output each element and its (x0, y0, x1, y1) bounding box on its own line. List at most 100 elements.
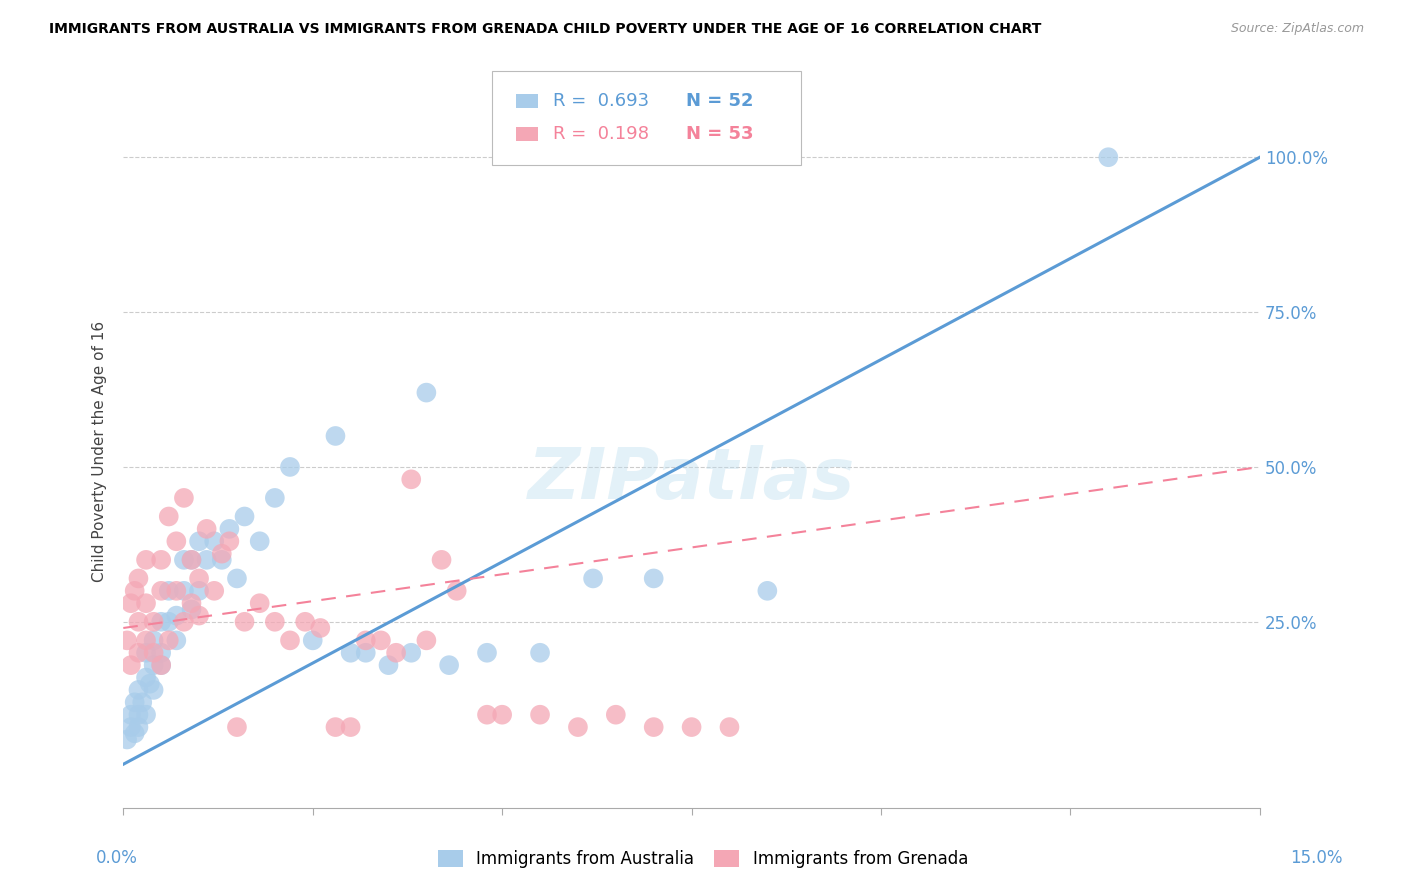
Point (165, 534, 187, 549)
Point (165, 608, 187, 623)
Point (339, 720, 361, 734)
Point (294, 615, 316, 629)
Point (195, 553, 218, 567)
Point (135, 646, 157, 660)
Point (437, 658, 460, 673)
Point (173, 553, 195, 567)
Point (142, 646, 165, 660)
Point (180, 553, 202, 567)
Point (339, 646, 361, 660)
Point (370, 633, 392, 648)
Point (226, 571, 249, 585)
Point (377, 658, 399, 673)
Point (135, 707, 157, 722)
Point (218, 534, 240, 549)
Point (157, 615, 180, 629)
Point (142, 633, 165, 648)
Point (681, 720, 703, 734)
Text: Source: ZipAtlas.com: Source: ZipAtlas.com (1230, 22, 1364, 36)
Point (309, 621, 332, 635)
Text: N = 52: N = 52 (686, 92, 754, 110)
Point (278, 633, 301, 648)
Point (430, 553, 453, 567)
Point (131, 695, 153, 709)
Point (202, 534, 225, 549)
Point (135, 633, 157, 648)
Text: R =  0.693: R = 0.693 (553, 92, 648, 110)
Point (249, 596, 271, 610)
Point (142, 658, 165, 673)
Point (354, 646, 377, 660)
Point (475, 707, 498, 722)
Point (127, 707, 149, 722)
Point (188, 571, 211, 585)
Point (188, 534, 211, 549)
Point (124, 695, 146, 709)
Point (643, 571, 665, 585)
Point (529, 707, 551, 722)
Point (124, 583, 146, 598)
Point (120, 720, 142, 734)
Text: IMMIGRANTS FROM AUSTRALIA VS IMMIGRANTS FROM GRENADA CHILD POVERTY UNDER THE AGE: IMMIGRANTS FROM AUSTRALIA VS IMMIGRANTS … (49, 22, 1042, 37)
Point (567, 720, 589, 734)
Point (173, 491, 195, 505)
Point (188, 583, 211, 598)
Point (127, 682, 149, 697)
Point (150, 658, 173, 673)
Point (127, 571, 149, 585)
Point (135, 553, 157, 567)
Point (188, 608, 211, 623)
Point (278, 459, 301, 474)
Point (180, 602, 202, 616)
Point (142, 615, 165, 629)
Point (399, 646, 422, 660)
Point (233, 509, 256, 524)
Point (301, 633, 323, 648)
Point (529, 646, 551, 660)
Point (127, 646, 149, 660)
Point (124, 726, 146, 740)
Point (446, 583, 468, 598)
Point (249, 534, 271, 549)
Point (263, 615, 285, 629)
Point (127, 615, 149, 629)
Text: 0.0%: 0.0% (96, 849, 138, 867)
Point (415, 633, 437, 648)
Point (491, 707, 513, 722)
Point (142, 682, 165, 697)
Point (211, 553, 233, 567)
Point (756, 583, 779, 598)
Point (718, 720, 741, 734)
Text: R =  0.198: R = 0.198 (553, 125, 648, 143)
Point (157, 509, 180, 524)
Point (233, 615, 256, 629)
Point (263, 491, 285, 505)
Y-axis label: Child Poverty Under the Age of 16: Child Poverty Under the Age of 16 (93, 321, 107, 582)
Text: N = 53: N = 53 (686, 125, 754, 143)
Point (173, 583, 195, 598)
Point (218, 522, 240, 536)
Point (135, 596, 157, 610)
Point (1097, 150, 1119, 164)
Point (150, 553, 173, 567)
Point (354, 633, 377, 648)
Point (582, 571, 605, 585)
Point (180, 553, 202, 567)
Point (415, 385, 437, 400)
Point (211, 547, 233, 561)
Point (475, 646, 498, 660)
Legend: Immigrants from Australia, Immigrants from Grenada: Immigrants from Australia, Immigrants fr… (432, 843, 974, 875)
Point (226, 720, 249, 734)
Point (202, 583, 225, 598)
Point (165, 633, 187, 648)
Point (150, 646, 173, 660)
Point (399, 472, 422, 486)
Point (173, 615, 195, 629)
Text: ZIPatlas: ZIPatlas (527, 445, 855, 515)
Point (157, 583, 180, 598)
Text: 15.0%: 15.0% (1291, 849, 1343, 867)
Point (165, 583, 187, 598)
Point (605, 707, 627, 722)
Point (195, 522, 218, 536)
Point (385, 646, 408, 660)
